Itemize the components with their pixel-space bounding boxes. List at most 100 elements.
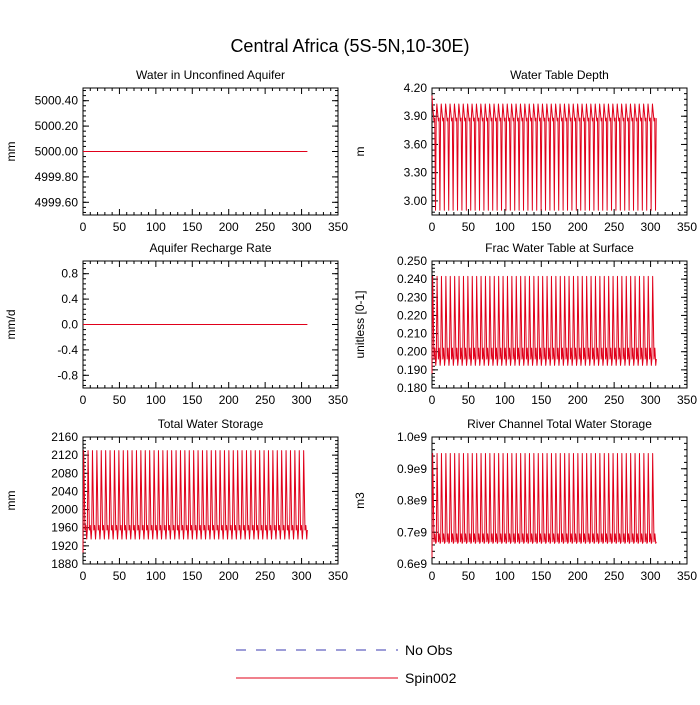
x-tick-label: 100	[495, 569, 515, 583]
x-tick-label: 250	[604, 393, 624, 407]
x-tick-label: 0	[80, 569, 87, 583]
x-tick-label: 350	[328, 220, 348, 234]
y-tick-label: 2160	[51, 430, 78, 444]
x-tick-label: 200	[219, 569, 239, 583]
y-tick-label: 3.60	[404, 137, 428, 151]
x-tick-label: 250	[255, 569, 275, 583]
x-tick-label: 250	[255, 393, 275, 407]
x-tick-label: 200	[219, 220, 239, 234]
y-tick-label: 4999.60	[35, 195, 79, 209]
y-tick-label: 2080	[51, 466, 78, 480]
panel-title: River Channel Total Water Storage	[467, 417, 652, 431]
panel-1: Water in Unconfined Aquifer mm 0 50 100 150 20…	[4, 68, 348, 234]
y-tick-label: 1.0e9	[397, 430, 427, 444]
x-tick-label: 150	[531, 220, 551, 234]
y-tick-label: 0.0	[61, 318, 78, 332]
x-tick-label: 300	[292, 393, 312, 407]
y-tick-label: 0.240	[397, 272, 427, 286]
y-tick-label: 1880	[51, 557, 78, 571]
y-tick-label: 3.30	[404, 166, 428, 180]
y-tick-label: 0.250	[397, 254, 427, 268]
x-tick-label: 0	[80, 393, 87, 407]
x-tick-label: 300	[641, 393, 661, 407]
y-axis-label: mm	[4, 142, 18, 162]
y-tick-label: 0.230	[397, 290, 427, 304]
x-tick-label: 50	[462, 220, 476, 234]
x-tick-label: 300	[641, 569, 661, 583]
y-tick-label: 0.8e9	[397, 494, 427, 508]
panel-title: Aquifer Recharge Rate	[149, 241, 271, 255]
y-tick-label: 1920	[51, 539, 78, 553]
legend: No Obs Spin002	[236, 642, 457, 686]
x-tick-label: 150	[182, 220, 202, 234]
x-tick-label: 150	[531, 569, 551, 583]
y-tick-label: -0.4	[57, 343, 78, 357]
y-tick-label: 0.4	[61, 292, 78, 306]
panel-title: Water Table Depth	[510, 68, 609, 82]
x-tick-label: 250	[604, 220, 624, 234]
x-tick-label: 150	[531, 393, 551, 407]
x-tick-label: 200	[568, 569, 588, 583]
plot-frame	[431, 87, 688, 216]
legend-label: No Obs	[405, 642, 452, 658]
x-tick-label: 50	[113, 393, 127, 407]
x-tick-label: 350	[677, 220, 697, 234]
figure-title: Central Africa (5S-5N,10-30E)	[230, 36, 469, 56]
y-tick-label: 0.180	[397, 381, 427, 395]
y-tick-label: 2000	[51, 503, 78, 517]
x-tick-label: 200	[219, 393, 239, 407]
y-tick-label: 3.00	[404, 194, 428, 208]
y-tick-label: 0.7e9	[397, 525, 427, 539]
y-axis-label: m3	[353, 492, 367, 509]
panel-6: River Channel Total Water Storage m3 0 50 10…	[353, 417, 697, 583]
y-tick-label: -0.8	[57, 368, 78, 382]
x-tick-label: 100	[495, 220, 515, 234]
y-axis-label: m	[353, 147, 367, 157]
y-tick-label: 0.210	[397, 327, 427, 341]
series-line-spin002	[82, 450, 308, 553]
y-tick-label: 1960	[51, 521, 78, 535]
x-tick-label: 100	[495, 393, 515, 407]
y-tick-label: 0.200	[397, 345, 427, 359]
panel-4: Frac Water Table at Surface unitless [0-1…	[353, 241, 697, 407]
y-tick-label: 0.6e9	[397, 557, 427, 571]
y-tick-label: 0.9e9	[397, 462, 427, 476]
y-tick-label: 0.8	[61, 267, 78, 281]
x-tick-label: 0	[429, 393, 436, 407]
x-tick-label: 0	[429, 220, 436, 234]
x-tick-label: 300	[292, 569, 312, 583]
y-tick-label: 0.220	[397, 308, 427, 322]
series-line-spin002	[431, 275, 657, 374]
x-tick-label: 350	[328, 393, 348, 407]
y-tick-label: 5000.20	[35, 119, 79, 133]
x-tick-label: 300	[641, 220, 661, 234]
x-tick-label: 50	[462, 569, 476, 583]
x-tick-label: 100	[146, 220, 166, 234]
series-line-spin002	[431, 453, 657, 558]
y-tick-label: 5000.40	[35, 94, 79, 108]
x-tick-label: 300	[292, 220, 312, 234]
x-tick-label: 100	[146, 569, 166, 583]
y-axis-label: mm/d	[4, 310, 18, 340]
x-tick-label: 50	[113, 220, 127, 234]
y-axis-label: mm	[4, 491, 18, 511]
panel-2: Water Table Depth m 0 50 100 150 200 250 300 350 3…	[353, 68, 697, 234]
panel-3: Aquifer Recharge Rate mm/d 0 50 100 150 200 250…	[4, 241, 348, 407]
x-tick-label: 350	[328, 569, 348, 583]
panel-title: Water in Unconfined Aquifer	[136, 68, 285, 82]
y-tick-label: 0.190	[397, 363, 427, 377]
panels: Water in Unconfined Aquifer mm 0 50 100 150 20…	[4, 68, 697, 583]
x-tick-label: 100	[146, 393, 166, 407]
x-tick-label: 350	[677, 393, 697, 407]
x-tick-label: 50	[113, 569, 127, 583]
y-tick-label: 5000.00	[35, 145, 79, 159]
x-tick-label: 200	[568, 393, 588, 407]
x-tick-label: 0	[80, 220, 87, 234]
panel-title: Total Water Storage	[158, 417, 264, 431]
legend-label: Spin002	[405, 670, 457, 686]
y-tick-label: 4.20	[404, 81, 428, 95]
panel-title: Frac Water Table at Surface	[485, 241, 634, 255]
x-tick-label: 350	[677, 569, 697, 583]
